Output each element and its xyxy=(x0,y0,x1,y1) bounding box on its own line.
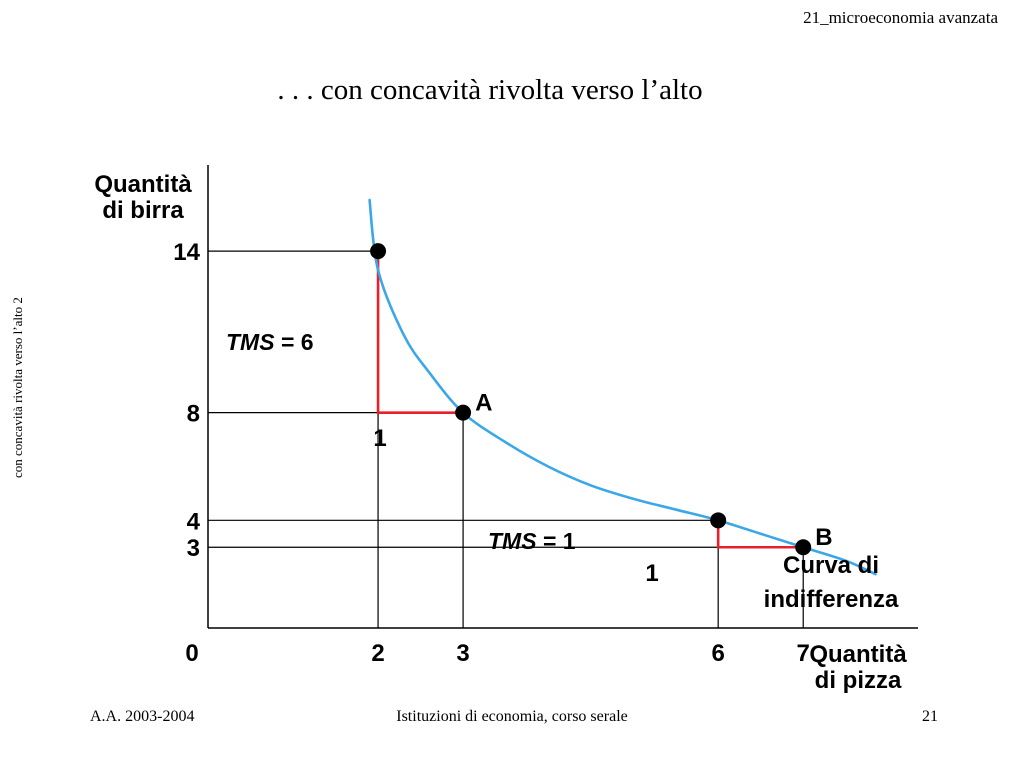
footer-academic-year: A.A. 2003-2004 xyxy=(90,708,195,725)
x-tick-3: 3 xyxy=(456,640,469,667)
course-header: 21_microeconomia avanzata xyxy=(803,8,998,27)
y-axis-label-line-2: di birra xyxy=(102,197,184,224)
tms-step-1 xyxy=(376,251,464,414)
tms-label-1: TMS = 6 xyxy=(226,329,314,355)
tms-label-1-value: = 6 xyxy=(275,329,314,355)
tms-step-label-1: 1 xyxy=(373,425,386,452)
point-2 xyxy=(455,404,472,421)
y-tick-4: 4 xyxy=(187,508,201,535)
point-4 xyxy=(795,539,812,556)
tms-label-1-symbol: TMS xyxy=(226,329,275,355)
x-axis-label-line-2: di pizza xyxy=(815,667,902,694)
tms-label-2-symbol: TMS xyxy=(488,528,537,554)
y-tick-8: 8 xyxy=(187,401,200,428)
tms-label-2: TMS = 1 xyxy=(488,528,576,554)
tms-label-2-value: = 1 xyxy=(537,528,576,554)
y-axis-label-line-1: Quantità xyxy=(94,171,192,198)
guide-lines xyxy=(208,250,804,628)
footer-course: Istituzioni di economia, corso serale xyxy=(396,708,628,725)
point-label-b: B xyxy=(815,524,832,551)
indifference-curve-line xyxy=(368,198,877,576)
x-tick-2: 2 xyxy=(371,640,384,667)
y-tick-14: 14 xyxy=(173,239,200,266)
y-tick-3: 3 xyxy=(187,535,200,562)
slide-title: . . . con concavità rivolta verso l’alto xyxy=(277,74,703,106)
x-tick-6: 6 xyxy=(711,640,724,667)
point-label-a: A xyxy=(475,390,492,417)
tms-step-label-2: 1 xyxy=(645,560,658,587)
curve-points xyxy=(370,243,812,556)
curve-label-line-2: indifferenza xyxy=(764,586,899,613)
x-axis-label-line-1: Quantità xyxy=(809,641,907,668)
tms-annotations xyxy=(376,251,804,549)
tms-step-2 xyxy=(716,520,804,549)
point-1 xyxy=(370,243,387,260)
footer-page-number: 21 xyxy=(922,708,938,725)
x-tick-7: 7 xyxy=(797,640,810,667)
indifference-curve xyxy=(368,198,877,576)
curve-label-line-1: Curva di xyxy=(783,552,879,579)
axes xyxy=(207,165,918,629)
origin-label: 0 xyxy=(185,640,198,667)
point-3 xyxy=(710,512,727,529)
